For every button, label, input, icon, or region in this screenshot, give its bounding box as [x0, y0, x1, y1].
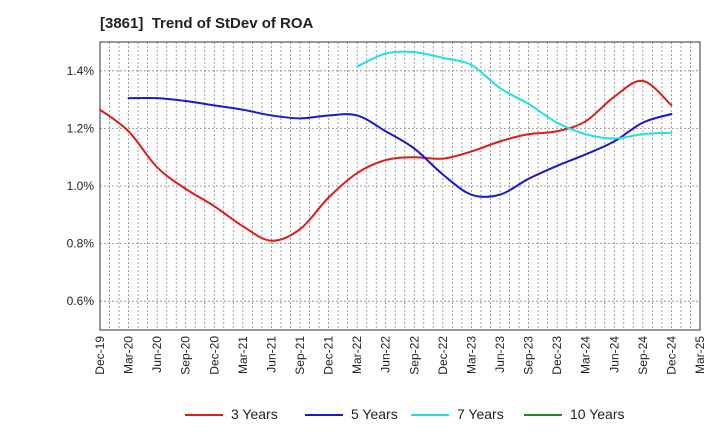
y-axis: 0.6% 0.8% 1.0% 1.2% 1.4%: [67, 64, 95, 308]
x-tick-label: Dec-20: [207, 336, 221, 375]
y-tick-label: 1.0%: [67, 179, 95, 193]
x-tick-label: Jun-24: [607, 336, 621, 373]
legend: 3 Years 5 Years 7 Years 10 Years: [0, 405, 720, 427]
x-tick-label: Dec-22: [436, 336, 450, 375]
x-tick-label: Mar-20: [122, 336, 136, 374]
x-tick-label: Mar-25: [693, 336, 707, 374]
y-tick-label: 1.2%: [67, 121, 95, 135]
series-lines: [99, 50, 673, 242]
x-tick-label: Dec-23: [550, 336, 564, 375]
legend-label: 7 Years: [457, 406, 504, 422]
legend-swatch: [524, 414, 562, 416]
series-line-1: [127, 96, 673, 198]
x-tick-label: Jun-20: [150, 336, 164, 373]
plot-frame: [99, 41, 701, 331]
chart-title: [3861] Trend of StDev of ROA: [100, 15, 314, 32]
x-tick-label: Sep-21: [293, 336, 307, 375]
x-tick-label: Mar-22: [350, 336, 364, 374]
y-tick-label: 0.6%: [67, 294, 95, 308]
series-line-2: [356, 50, 673, 140]
x-tick-label: Mar-21: [236, 336, 250, 374]
x-tick-label: Mar-24: [579, 336, 593, 374]
legend-swatch: [411, 414, 449, 416]
legend-swatch: [185, 414, 223, 416]
x-axis: Dec-19 Mar-20 Jun-20 Sep-20 Dec-20 Mar-21 Jun-…: [93, 336, 707, 375]
x-tick-label: Jun-22: [379, 336, 393, 373]
legend-label: 3 Years: [231, 406, 278, 422]
legend-label: 5 Years: [351, 406, 398, 422]
y-tick-label: 0.8%: [67, 237, 95, 251]
x-tick-label: Dec-21: [322, 336, 336, 375]
x-tick-label: Sep-22: [407, 336, 421, 375]
x-tick-label: Sep-23: [522, 336, 536, 375]
y-tick-label: 1.4%: [67, 64, 95, 78]
x-tick-label: Dec-19: [93, 336, 107, 375]
series-line-0: [99, 79, 673, 242]
x-tick-label: Sep-20: [179, 336, 193, 375]
x-tick-label: Jun-23: [493, 336, 507, 373]
x-tick-label: Sep-24: [636, 336, 650, 375]
legend-swatch: [305, 414, 343, 416]
grid-lines: [100, 42, 700, 330]
legend-label: 10 Years: [570, 406, 625, 422]
x-tick-label: Mar-23: [464, 336, 478, 374]
x-tick-label: Dec-24: [664, 336, 678, 375]
x-tick-label: Jun-21: [264, 336, 278, 373]
